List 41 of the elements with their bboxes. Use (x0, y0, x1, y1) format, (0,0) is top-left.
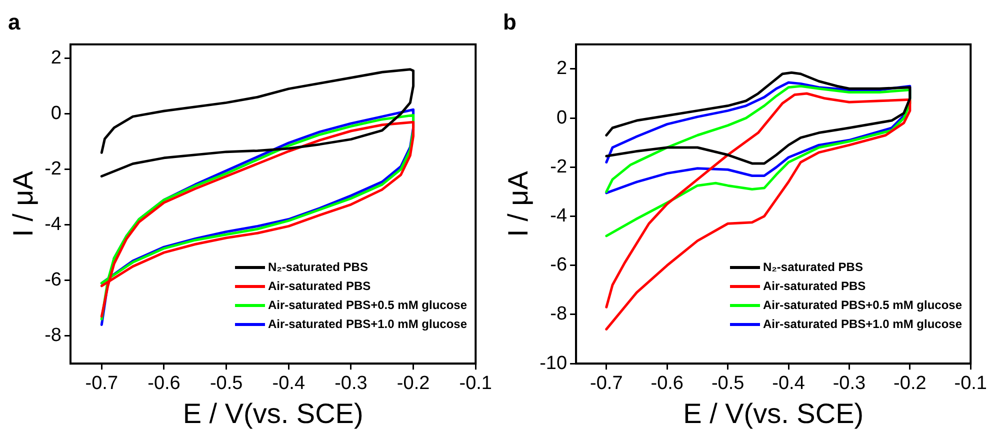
y-tick-label: -2 (44, 158, 62, 180)
x-tick-label: -0.6 (650, 373, 684, 394)
x-tick-label: -0.3 (334, 373, 368, 394)
x-axis-title: E / V(vs. SCE) (683, 398, 864, 429)
x-tick-label: -0.7 (85, 373, 118, 394)
legend-label: N₂-saturated PBS (762, 259, 863, 276)
y-axis-title: I / μA (502, 170, 534, 237)
x-tick-label: -0.1 (459, 373, 492, 394)
legend-label: Air-saturated PBS (762, 278, 866, 295)
y-tick-label: -10 (540, 352, 568, 374)
y-tick-label: 2 (50, 48, 62, 69)
x-axis-title: E / V(vs. SCE) (182, 398, 364, 429)
legend-label: Air-saturated PBS+1.0 mM glucose (762, 316, 962, 333)
y-tick-label: -2 (550, 156, 568, 178)
y-tick-label: -6 (550, 254, 568, 276)
y-tick-label: -8 (44, 325, 62, 346)
legend-label: Air-saturated PBS (268, 278, 371, 295)
y-tick-label: 0 (556, 107, 568, 128)
y-tick-label: -8 (550, 304, 568, 325)
legend-label: N₂-saturated PBS (268, 259, 368, 276)
legend-label: Air-saturated PBS+0.5 mM glucose (268, 297, 467, 314)
x-tick-label: -0.2 (894, 373, 926, 394)
chart-title: b (503, 9, 516, 34)
x-tick-label: -0.5 (210, 373, 243, 394)
x-tick-label: -0.6 (148, 373, 180, 394)
y-tick-label: -4 (550, 206, 568, 227)
x-tick-label: -0.4 (772, 373, 806, 394)
y-tick-label: 2 (556, 58, 568, 80)
x-tick-label: -0.2 (396, 373, 430, 394)
y-tick-label: -4 (44, 214, 62, 236)
x-tick-label: -0.3 (832, 373, 866, 394)
y-tick-label: -6 (44, 270, 62, 291)
y-tick-label: 0 (50, 103, 62, 124)
x-tick-label: -0.1 (954, 373, 988, 394)
legend-label: Air-saturated PBS+0.5 mM glucose (762, 297, 962, 314)
chart-title: a (8, 9, 21, 34)
x-tick-label: -0.7 (590, 373, 623, 394)
y-axis-title: I / μA (8, 170, 39, 237)
x-tick-label: -0.5 (711, 373, 744, 394)
legend-label: Air-saturated PBS+1.0 mM glucose (268, 316, 467, 333)
x-tick-label: -0.4 (272, 373, 306, 394)
